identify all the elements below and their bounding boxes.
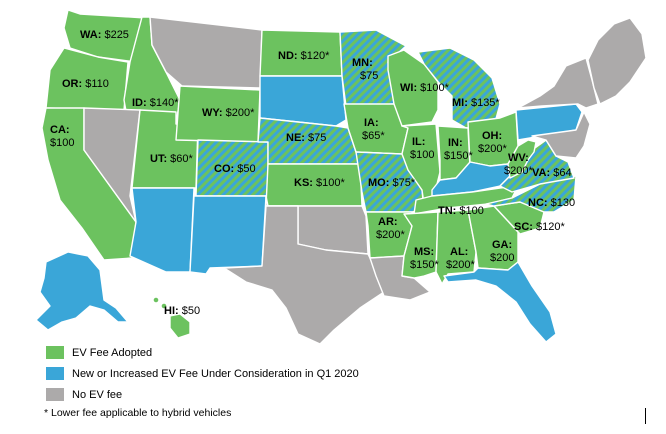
state-new-england <box>587 17 647 105</box>
label-wa: WA: $225 <box>80 29 129 41</box>
legend-swatch-blue <box>46 367 64 380</box>
label-oh: OH: $200* <box>478 130 507 155</box>
state-nv <box>83 107 141 223</box>
label-in: IN: $150* <box>444 137 473 162</box>
legend-item-consideration: New or Increased EV Fee Under Considerat… <box>46 367 359 380</box>
text-cursor <box>645 408 646 424</box>
label-mn: MN: $75 <box>352 57 378 82</box>
label-ne: NE: $75 <box>286 132 326 144</box>
label-wy: WY: $200* <box>202 107 255 119</box>
state-il <box>401 123 441 205</box>
legend-swatch-gray <box>46 388 64 401</box>
label-co: CO: $50 <box>214 163 256 175</box>
label-mo: MO: $75* <box>368 177 416 189</box>
footnote: * Lower fee applicable to hybrid vehicle… <box>44 407 232 419</box>
label-id: ID: $140* <box>132 97 179 109</box>
state-labels: WA: $225 OR: $110 CA: $100 ID: $140* UT: … <box>50 29 575 317</box>
legend-label-none: No EV fee <box>72 388 123 401</box>
label-wv: WV: $200* <box>504 152 533 177</box>
legend-swatch-green <box>46 346 64 359</box>
state-fl <box>443 261 557 343</box>
label-ia: IA: $65* <box>362 117 385 142</box>
label-al: AL: $200* <box>446 246 475 271</box>
label-il: IL: $100 <box>410 136 434 161</box>
legend-label-consideration: New or Increased EV Fee Under Considerat… <box>72 367 359 380</box>
label-ar: AR: $200* <box>376 216 405 241</box>
state-wa <box>63 9 147 64</box>
label-hi: HI: $50 <box>164 305 200 317</box>
label-ut: UT: $60* <box>150 153 194 165</box>
label-nc: NC: $130 <box>528 197 575 209</box>
legend-item-adopted: EV Fee Adopted <box>46 346 152 359</box>
state-md-de-nj <box>531 111 591 159</box>
legend-item-none: No EV fee <box>46 388 122 401</box>
label-or: OR: $110 <box>62 78 109 90</box>
label-ks: KS: $100* <box>294 177 345 189</box>
state-tx <box>223 205 385 345</box>
state-wi <box>387 49 439 127</box>
state-hi-island-mid <box>160 302 168 310</box>
state-ak <box>35 251 129 331</box>
legend-label-adopted: EV Fee Adopted <box>72 346 153 359</box>
state-nm <box>189 195 267 275</box>
state-nc <box>485 175 577 213</box>
label-ca: CA: $100 <box>50 124 74 149</box>
label-ga: GA: $200 <box>490 239 514 264</box>
state-tn <box>413 185 519 215</box>
state-wv <box>507 139 537 179</box>
label-ms: MS: $150* <box>410 246 439 271</box>
label-wi: WI: $100* <box>400 82 450 94</box>
label-sc: SC: $120* <box>514 221 565 233</box>
state-shapes <box>35 9 647 345</box>
label-nd: ND: $120* <box>278 50 330 62</box>
label-mi: MI: $135* <box>452 97 500 109</box>
state-hi-island-small <box>152 296 160 304</box>
state-az <box>129 187 195 273</box>
label-tn: TN: $100 <box>438 205 484 217</box>
label-va: VA: $64 <box>532 167 572 179</box>
state-ny <box>517 57 599 109</box>
state-sd <box>259 75 347 127</box>
state-hi <box>169 313 191 339</box>
